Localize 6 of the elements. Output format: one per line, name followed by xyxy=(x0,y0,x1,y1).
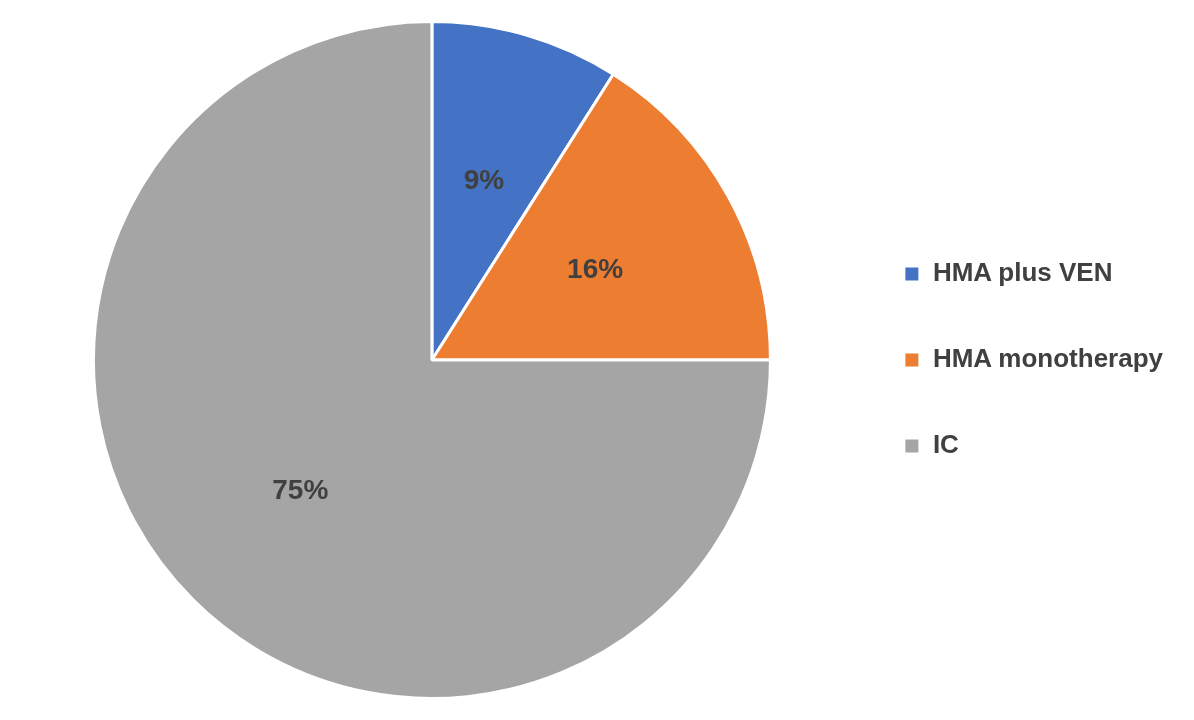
data-label: 75% xyxy=(272,474,329,506)
data-label: 16% xyxy=(567,253,624,285)
legend-label: HMA plus VEN xyxy=(932,257,1113,288)
legend-label: IC xyxy=(932,429,960,460)
legend-label: HMA monotherapy xyxy=(932,343,1164,374)
data-label: 9% xyxy=(463,163,505,195)
